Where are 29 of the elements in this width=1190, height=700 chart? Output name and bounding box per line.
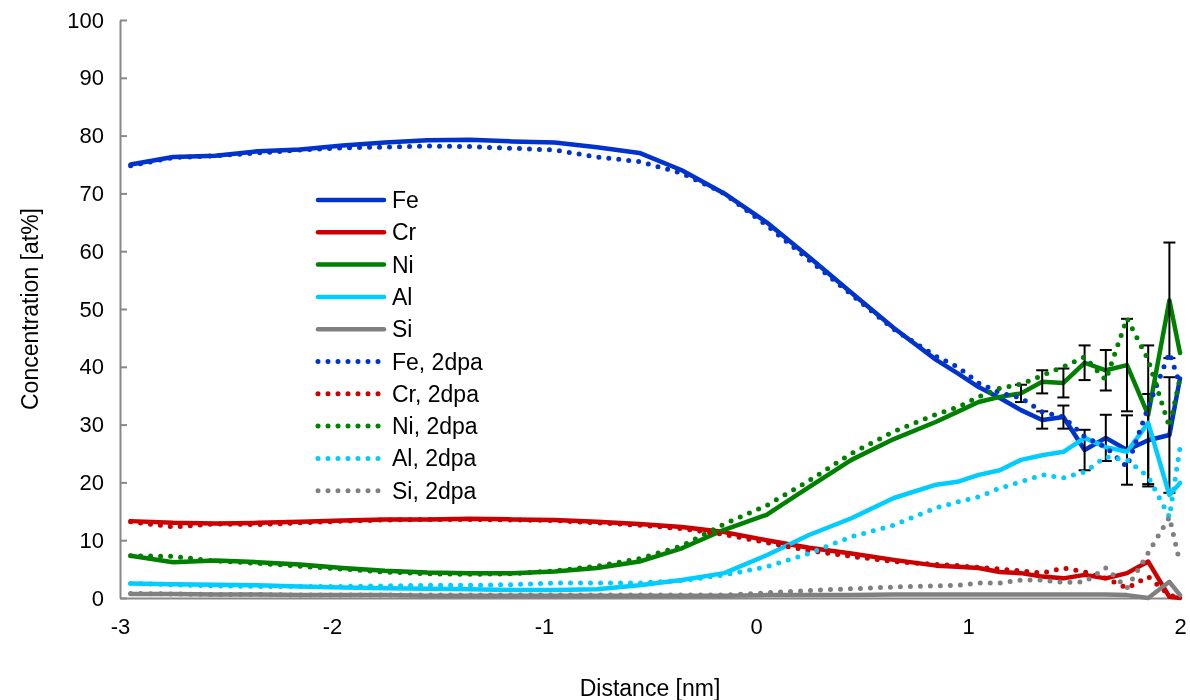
y-axis-title: Concentration [at%] bbox=[17, 207, 43, 411]
legend-label: Fe bbox=[392, 187, 419, 213]
legend-label: Fe, 2dpa bbox=[392, 348, 483, 375]
x-tick-label: -1 bbox=[534, 613, 555, 639]
legend-label: Si bbox=[392, 316, 413, 343]
legend-label: Cr bbox=[392, 219, 417, 246]
x-tick-label: 0 bbox=[750, 613, 763, 639]
y-tick-label: 10 bbox=[79, 527, 104, 553]
legend-label: Al bbox=[392, 283, 413, 310]
y-tick-label: 100 bbox=[67, 7, 104, 33]
y-tick-label: 40 bbox=[79, 354, 104, 380]
legend-label: Ni, 2dpa bbox=[392, 413, 478, 440]
x-tick-label: -2 bbox=[322, 613, 343, 639]
legend-label: Al, 2dpa bbox=[392, 445, 477, 472]
legend-label: Si, 2dpa bbox=[392, 477, 477, 504]
x-tick-label: 2 bbox=[1174, 613, 1187, 639]
x-tick-label: 1 bbox=[962, 613, 975, 639]
x-axis-title: Distance [nm] bbox=[579, 675, 721, 700]
y-tick-label: 80 bbox=[79, 123, 104, 149]
y-tick-label: 20 bbox=[79, 469, 104, 495]
legend-label: Ni bbox=[392, 251, 414, 278]
y-tick-label: 70 bbox=[79, 180, 104, 206]
y-tick-label: 60 bbox=[79, 238, 104, 264]
legend-label: Cr, 2dpa bbox=[392, 380, 480, 407]
y-tick-label: 0 bbox=[91, 585, 104, 611]
y-tick-label: 30 bbox=[79, 412, 104, 438]
y-tick-label: 90 bbox=[79, 65, 104, 91]
x-tick-label: -3 bbox=[110, 613, 131, 639]
y-tick-label: 50 bbox=[79, 296, 104, 322]
